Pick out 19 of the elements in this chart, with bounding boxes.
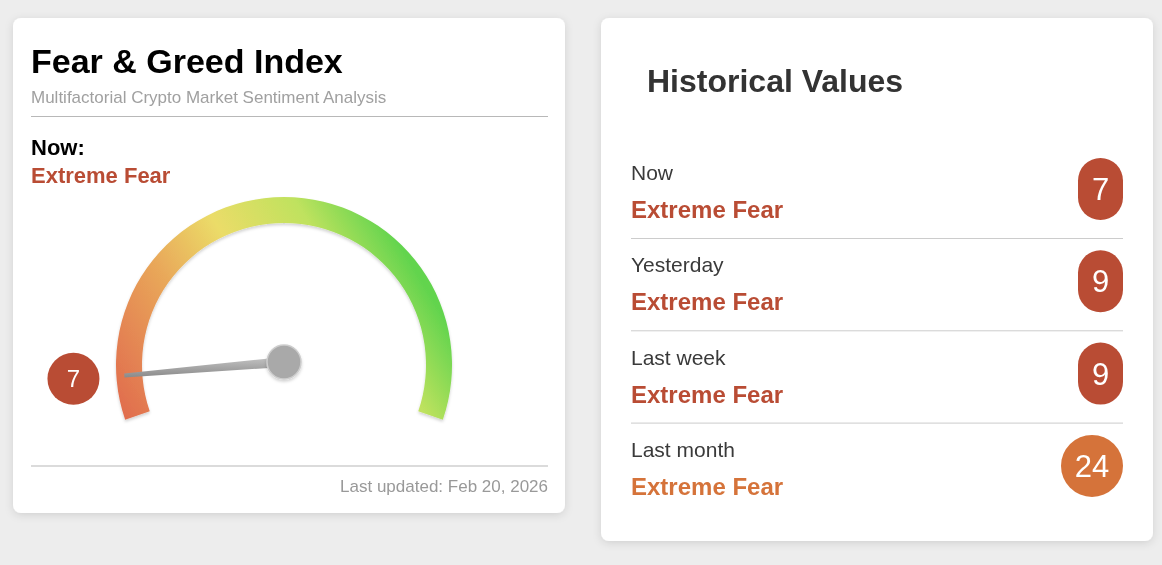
text: Extreme Fear (631, 288, 784, 316)
data-label: 9 (1091, 356, 1110, 392)
text: Extreme Fear (631, 472, 784, 500)
data-label: 9 (1091, 264, 1110, 300)
text: Multifactorial Crypto Market Sentiment Analysis (31, 88, 387, 107)
text: Historical Values (647, 63, 904, 99)
text: Last week (631, 345, 727, 369)
text: Extreme Fear (631, 196, 784, 223)
text: Last updated: Feb 20, 2026 (340, 477, 548, 496)
text: Last month (631, 437, 735, 461)
data-label: 7 (66, 365, 81, 393)
text: Now: (31, 135, 85, 160)
text: Now (631, 161, 674, 184)
text: Extreme Fear (31, 163, 171, 188)
text: Yesterday (631, 253, 725, 277)
text: Fear & Greed Index (31, 42, 343, 80)
data-label: 24 (1074, 449, 1110, 485)
data-label: 7 (1091, 172, 1110, 208)
text: Extreme Fear (631, 380, 784, 408)
